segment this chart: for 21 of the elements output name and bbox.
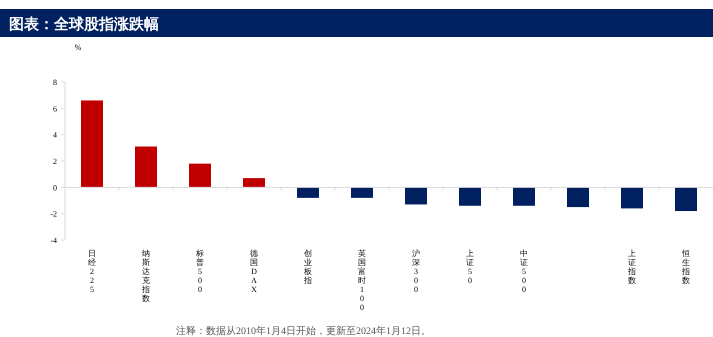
annotation: 注释：数据从2010年1月4日开始，更新至2024年1月12日。 [176,326,431,337]
xtick: 上证50 [466,249,474,285]
xtick: 沪深300 [412,249,420,294]
ytick: -2 [50,210,57,219]
ytick: 2 [53,157,57,166]
ytick: 4 [53,130,57,140]
ylabel: % [74,43,82,52]
ytick: 6 [53,104,57,114]
ytick: -4 [50,236,57,245]
xtick: 上证指数 [628,249,636,285]
xtick: 创业板指 [304,249,312,285]
xtick: 英国富时100 [358,249,366,312]
xtick: 标普500 [196,249,204,294]
xtick: 中证500 [520,249,528,294]
xtick: 德国DAX [250,249,258,294]
xtick: 日经225 [88,249,96,294]
xtick: 恒生指数 [682,249,690,285]
title: 图表：全球股指涨跌幅 [9,15,159,33]
xtick: 纳斯达克指数 [142,249,150,303]
ytick: 8 [53,78,57,87]
ytick: 0 [53,183,57,192]
